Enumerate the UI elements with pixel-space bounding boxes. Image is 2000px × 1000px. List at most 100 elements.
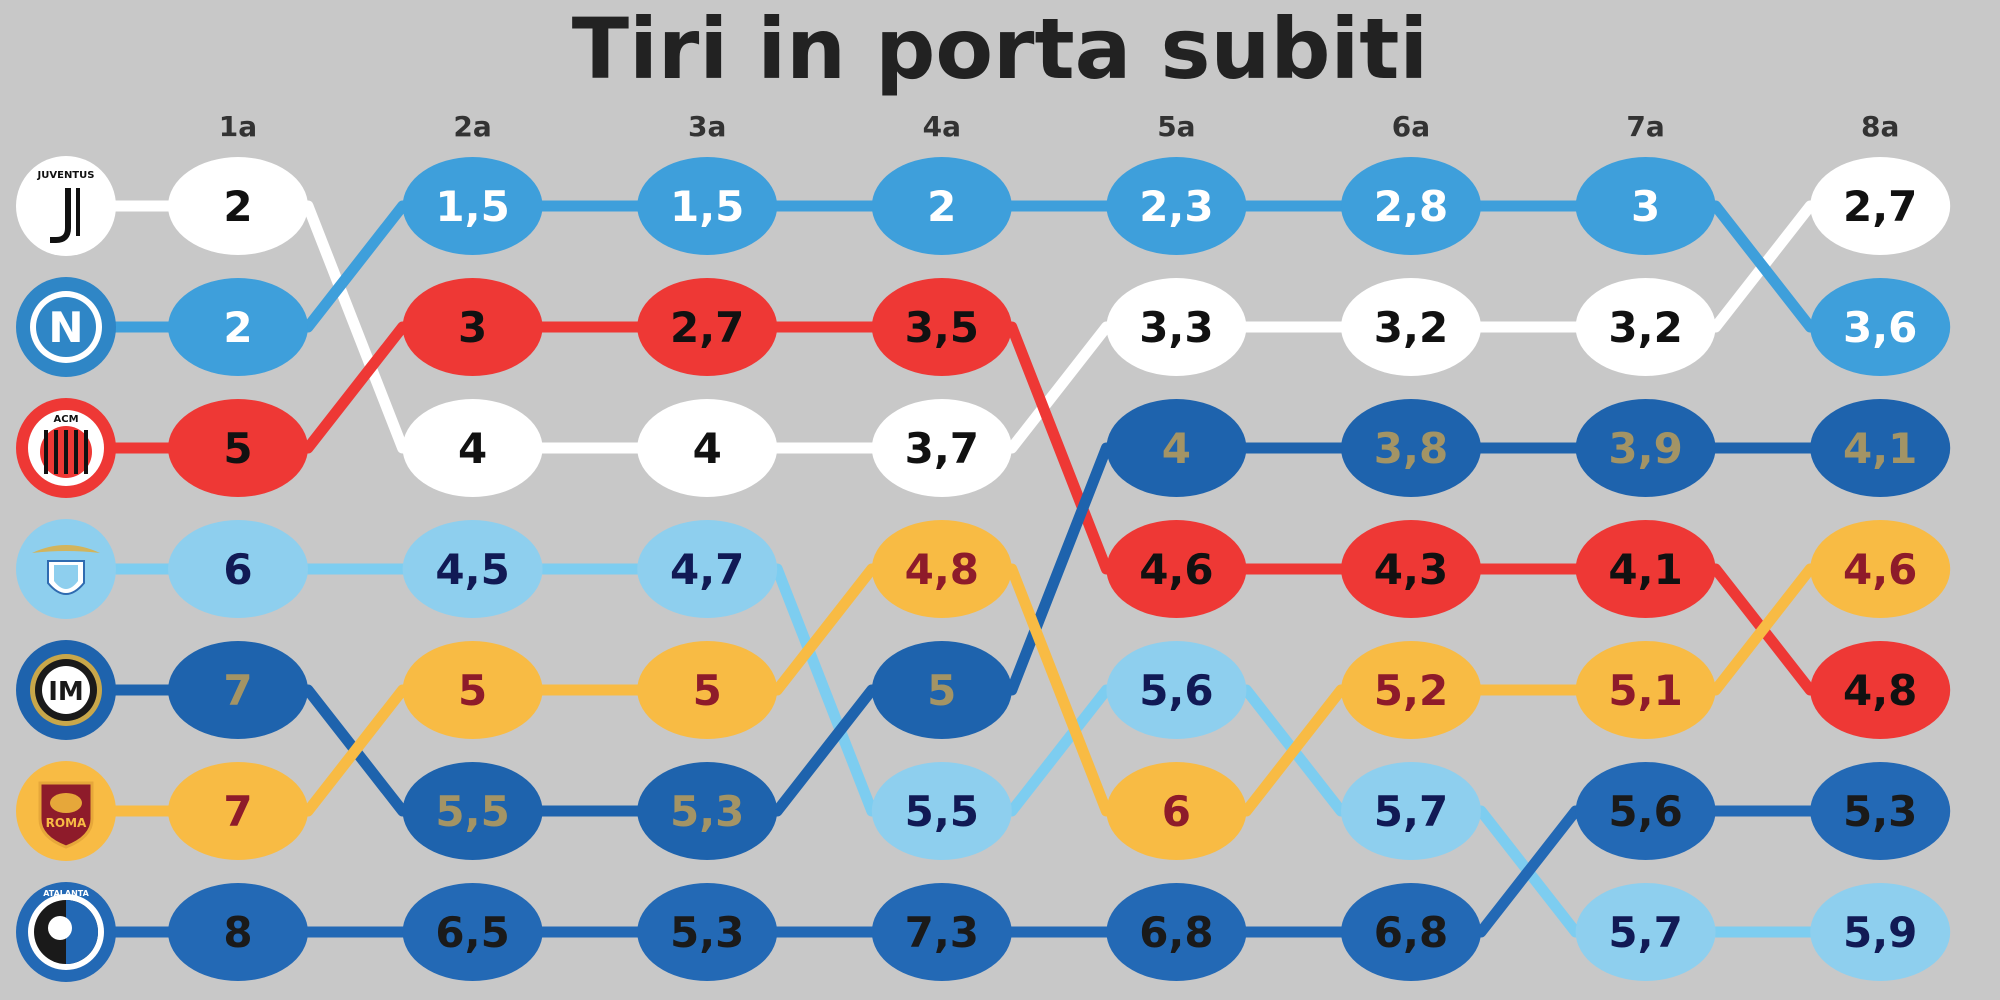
node-atalanta [1575,762,1716,860]
node-inter [402,762,543,860]
node-milan [168,399,308,497]
node-inter [1341,399,1481,497]
node-roma [402,641,543,739]
node-atalanta [637,883,778,981]
node-napoli [871,157,1012,255]
value-label-milan: 4,8 [1843,666,1917,715]
node-inter [1810,399,1951,497]
series-line-lazio [60,563,1886,938]
node-lazio [1341,762,1481,860]
node-milan [1575,520,1716,618]
value-label-milan: 3,5 [905,303,979,352]
value-label-roma: 6 [1162,787,1191,836]
value-label-inter: 3,9 [1608,424,1682,473]
value-label-roma: 5 [693,666,722,715]
value-label-inter: 4,1 [1843,424,1917,473]
value-label-inter: 3,8 [1374,424,1448,473]
value-label-lazio: 5,7 [1608,908,1682,957]
node-atalanta [1106,883,1247,981]
node-juventus [1106,278,1247,376]
node-milan [1341,520,1481,618]
node-inter [637,762,778,860]
value-label-inter: 7 [223,666,252,715]
round-label: 8a [1861,110,1899,143]
node-atalanta [1810,762,1951,860]
node-roma [1106,762,1247,860]
node-juventus [402,399,543,497]
napoli-logo: N [16,277,116,377]
round-label: 4a [923,110,961,143]
value-label-atalanta: 5,3 [1843,787,1917,836]
node-atalanta [1341,883,1481,981]
value-label-atalanta: 6,8 [1374,908,1448,957]
value-label-juventus: 4 [458,424,487,473]
value-label-roma: 4,6 [1843,545,1917,594]
value-label-juventus: 3,2 [1608,303,1682,352]
value-label-inter: 5,3 [670,787,744,836]
node-juventus [1341,278,1481,376]
svg-text:N: N [48,303,83,352]
value-label-juventus: 3,7 [905,424,979,473]
node-atalanta [168,883,308,981]
value-label-milan: 4,6 [1139,545,1213,594]
svg-text:ATALANTA: ATALANTA [43,889,89,898]
value-label-napoli: 1,5 [435,182,509,231]
value-label-napoli: 3,6 [1843,303,1917,352]
node-inter [871,641,1012,739]
value-label-lazio: 5,7 [1374,787,1448,836]
value-label-lazio: 6 [223,545,252,594]
chart-title: Tiri in porta subiti [572,0,1428,98]
svg-text:ACM: ACM [53,414,78,425]
value-label-napoli: 2,8 [1374,182,1448,231]
value-label-lazio: 5,5 [905,787,979,836]
node-napoli [1575,157,1716,255]
roma-logo: ROMA [16,761,116,861]
node-juventus [637,399,778,497]
value-label-juventus: 2 [223,182,252,231]
inter-logo: IM [16,640,116,740]
node-lazio [637,520,778,618]
node-roma [871,520,1012,618]
value-label-napoli: 2 [223,303,252,352]
value-label-lazio: 4,5 [435,545,509,594]
node-lazio [871,762,1012,860]
value-label-juventus: 2,7 [1843,182,1917,231]
value-label-milan: 5 [223,424,252,473]
node-lazio [1106,641,1247,739]
value-label-roma: 7 [223,787,252,836]
value-label-lazio: 5,9 [1843,908,1917,957]
value-label-atalanta: 6,5 [435,908,509,957]
value-label-atalanta: 5,6 [1608,787,1682,836]
node-inter [1575,399,1716,497]
node-napoli [1810,278,1951,376]
value-label-inter: 4 [1162,424,1191,473]
value-label-juventus: 3,3 [1139,303,1213,352]
value-label-napoli: 1,5 [670,182,744,231]
node-roma [1341,641,1481,739]
value-label-inter: 5 [927,666,956,715]
juventus-logo: JUVENTUS [16,156,116,256]
value-label-milan: 4,1 [1608,545,1682,594]
node-lazio [168,520,308,618]
node-milan [402,278,543,376]
node-atalanta [402,883,543,981]
value-label-roma: 5 [458,666,487,715]
value-label-milan: 2,7 [670,303,744,352]
value-label-juventus: 3,2 [1374,303,1448,352]
svg-text:ROMA: ROMA [46,816,87,830]
node-juventus [871,399,1012,497]
atalanta-logo: ATALANTA [16,882,116,982]
node-milan [871,278,1012,376]
svg-text:JUVENTUS: JUVENTUS [37,170,95,181]
node-lazio [402,520,543,618]
round-label: 3a [688,110,726,143]
node-napoli [1341,157,1481,255]
value-label-napoli: 2 [927,182,956,231]
round-label: 1a [219,110,257,143]
round-label: 5a [1157,110,1195,143]
node-napoli [168,278,308,376]
value-label-roma: 5,2 [1374,666,1448,715]
node-lazio [1575,883,1716,981]
round-label: 2a [453,110,491,143]
milan-logo: ACM [16,398,116,498]
